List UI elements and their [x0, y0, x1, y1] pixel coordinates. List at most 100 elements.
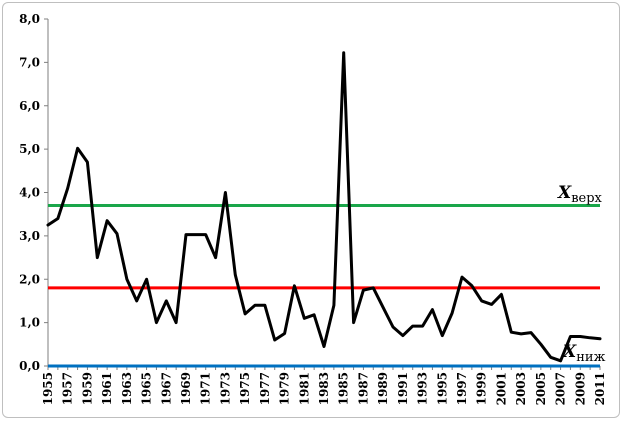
- y-tick-label: 4,0: [19, 186, 40, 200]
- x-tick-label: 1991: [396, 372, 410, 405]
- data-point: [185, 233, 187, 236]
- x-tick-label: 1981: [297, 372, 311, 405]
- data-point: [530, 331, 532, 334]
- y-tick-label: 1,0: [19, 316, 40, 330]
- x-tick-label: 1979: [278, 372, 292, 405]
- x-tick-label: 1965: [140, 372, 154, 405]
- data-point: [214, 256, 217, 259]
- data-point: [273, 339, 276, 341]
- data-point: [175, 321, 177, 324]
- x-tick-label: 1955: [41, 372, 55, 405]
- data-point: [510, 331, 513, 333]
- x-tick-label: 1995: [435, 372, 449, 405]
- x-tick-label: 2003: [514, 372, 528, 405]
- data-point: [352, 321, 355, 324]
- data-point: [421, 325, 424, 327]
- x-tick-label: 1997: [455, 372, 469, 405]
- data-point: [490, 303, 493, 306]
- data-point: [471, 284, 473, 287]
- y-tick-label: 0,0: [19, 359, 40, 373]
- x-tick-label: 1967: [159, 372, 173, 405]
- data-point: [155, 321, 158, 324]
- data-point: [234, 274, 237, 276]
- data-point: [411, 325, 414, 327]
- x-tick-label: 1977: [258, 372, 272, 405]
- data-point: [96, 256, 99, 259]
- reference-label-sub: ниж: [576, 350, 605, 365]
- data-point: [362, 289, 365, 291]
- y-tick-label: 5,0: [19, 142, 40, 156]
- data-point: [195, 233, 197, 236]
- data-point: [431, 308, 434, 311]
- reference-line-label: Xверх: [557, 183, 603, 206]
- chart-frame: [2, 2, 620, 418]
- data-point: [559, 359, 562, 362]
- data-point: [66, 187, 69, 189]
- data-point: [76, 147, 79, 150]
- data-point: [392, 326, 394, 328]
- data-point: [86, 161, 89, 163]
- data-point: [135, 300, 138, 302]
- series-layer: [46, 51, 602, 363]
- reference-label-main: X: [557, 183, 572, 203]
- data-point: [254, 304, 256, 307]
- data-point: [569, 335, 572, 338]
- data-point: [382, 306, 384, 309]
- y-tick-label: 7,0: [19, 55, 40, 69]
- x-tick-label: 1961: [100, 372, 114, 405]
- data-point: [106, 219, 108, 222]
- x-tick-label: 2007: [554, 372, 568, 405]
- reference-lines: [48, 204, 600, 368]
- data-point: [165, 300, 168, 302]
- data-point: [323, 345, 325, 348]
- data-point: [451, 312, 453, 314]
- x-tick-label: 1975: [238, 372, 252, 405]
- data-point: [549, 356, 552, 359]
- x-tick-label: 1973: [218, 372, 232, 405]
- data-point: [145, 278, 148, 281]
- x-tick-label: 1999: [475, 372, 489, 405]
- data-point: [461, 276, 463, 278]
- data-point: [204, 233, 207, 236]
- data-point: [224, 191, 227, 194]
- data-point: [579, 335, 582, 338]
- data-point: [57, 217, 59, 220]
- reference-label-sub: верх: [571, 191, 602, 206]
- data-point: [520, 333, 522, 335]
- axes: 0,0 1,0 2,0 3,0 4,0 5,0 6,0 7,0 8,0 1955 1957 1959 1…: [19, 12, 607, 405]
- y-tick-label: 3,0: [19, 229, 40, 243]
- x-tick-label: 2011: [593, 372, 607, 405]
- data-point: [293, 284, 296, 287]
- data-point: [116, 232, 118, 235]
- y-tick-label: 6,0: [19, 99, 40, 113]
- data-point: [500, 293, 503, 296]
- data-point: [480, 300, 483, 302]
- x-tick-label: 1989: [376, 372, 390, 405]
- x-tick-label: 1963: [120, 372, 134, 405]
- data-point: [303, 317, 306, 320]
- y-tick-label: 8,0: [19, 12, 40, 26]
- data-point: [589, 337, 591, 339]
- data-point: [126, 278, 128, 281]
- data-point: [264, 304, 266, 307]
- x-tick-label: 1983: [317, 372, 331, 405]
- data-point: [599, 337, 601, 340]
- data-point: [540, 343, 542, 346]
- x-tick-label: 1959: [80, 372, 94, 405]
- data-point: [333, 304, 335, 307]
- x-tick-label: 1985: [337, 372, 351, 405]
- x-tick-label: 1971: [199, 372, 213, 405]
- reference-line-label: Xниж: [562, 342, 606, 365]
- data-point: [47, 224, 49, 226]
- data-point: [342, 52, 345, 54]
- data-point: [372, 287, 375, 289]
- data-point: [313, 314, 315, 316]
- x-tick-label: 2009: [573, 372, 587, 405]
- data-point: [244, 313, 246, 315]
- x-tick-label: 1993: [416, 372, 430, 405]
- reference-label-main: X: [562, 342, 577, 362]
- x-tick-label: 1969: [179, 372, 193, 405]
- x-tick-label: 2005: [534, 372, 548, 405]
